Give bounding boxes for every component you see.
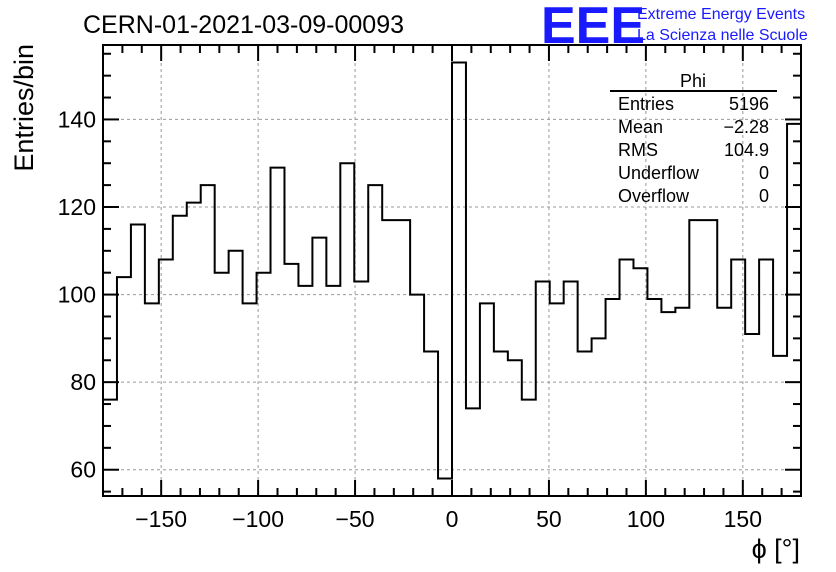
stats-label: Mean (618, 117, 663, 137)
stats-value: −2.28 (723, 117, 769, 137)
stats-title: Phi (680, 71, 706, 91)
x-tick-label: 50 (536, 506, 562, 532)
chart-title: CERN-01-2021-03-09-00093 (83, 11, 404, 39)
stats-value: 104.9 (724, 140, 769, 160)
y-tick-label: 100 (58, 282, 96, 308)
stats-rows: Entries 5196 Mean −2.28 RMS 104.9 Underflow 0 Ov… (618, 94, 769, 206)
stats-label: RMS (618, 140, 658, 160)
x-tick-label: 150 (724, 506, 762, 532)
logo-line-2: La Scienza nelle Scuole (637, 27, 808, 44)
x-tick-label: −100 (232, 506, 284, 532)
y-tick-label: 80 (70, 369, 96, 395)
logo-line-1: Extreme Energy Events (637, 6, 805, 23)
x-tick-labels: −150 −100 −50 0 50 100 150 (135, 506, 762, 532)
x-tick-label: 100 (627, 506, 665, 532)
y-axis-label: Entries/bin (9, 44, 39, 172)
stats-value: 0 (759, 163, 769, 183)
y-tick-label: 140 (58, 106, 96, 132)
x-tick-label: −150 (135, 506, 187, 532)
stats-label: Entries (618, 94, 674, 114)
y-tick-labels: 60 80 100 120 140 (58, 106, 96, 482)
x-axis-label: ϕ [°] (752, 534, 800, 564)
histogram-line (102, 61, 802, 496)
x-tick-label: −50 (336, 506, 375, 532)
x-tick-label: 0 (446, 506, 459, 532)
stats-value: 5196 (729, 94, 769, 114)
logo-mark: EEE (541, 0, 645, 55)
stats-label: Underflow (618, 163, 700, 183)
axis-ticks (103, 45, 801, 496)
stats-box: Phi Entries 5196 Mean −2.28 RMS 104.9 Underflo… (610, 71, 777, 206)
stats-label: Overflow (618, 186, 690, 206)
plot-frame (102, 44, 802, 497)
y-tick-label: 120 (58, 194, 96, 220)
stats-value: 0 (759, 186, 769, 206)
y-tick-label: 60 (70, 457, 96, 483)
